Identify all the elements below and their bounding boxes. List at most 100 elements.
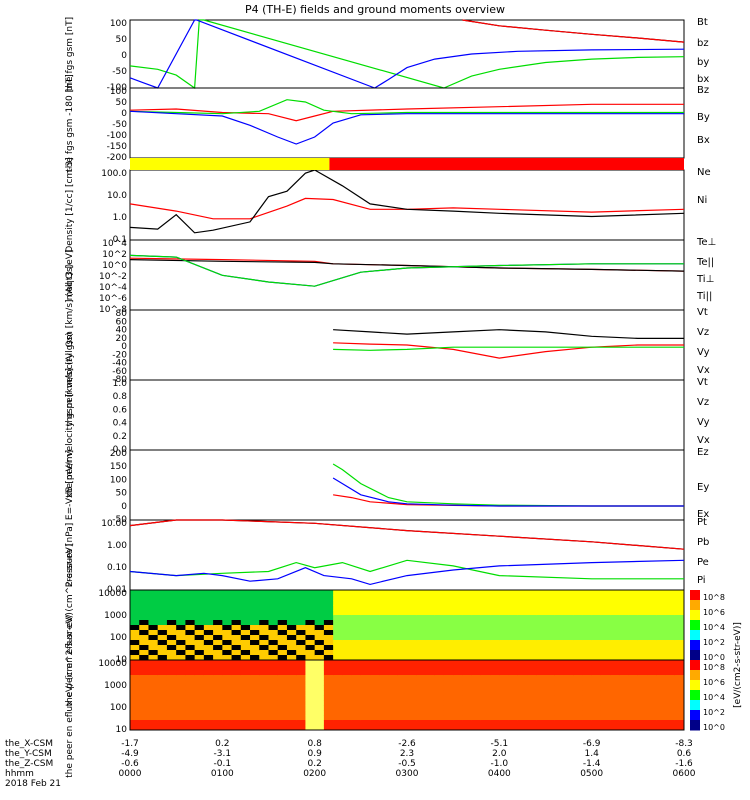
heatmap-cell xyxy=(166,720,177,726)
heatmap-cell xyxy=(536,645,546,651)
heatmap-cell xyxy=(250,655,260,661)
ytick-label: 0.2 xyxy=(113,432,127,442)
heatmap-cell xyxy=(508,640,519,646)
heatmap-cell xyxy=(527,610,537,616)
heatmap-cell xyxy=(563,640,574,646)
xaxis-value: 0.2 xyxy=(308,759,322,769)
heatmap-cell xyxy=(600,665,611,671)
heatmap-cell xyxy=(268,650,279,656)
heatmap-cell xyxy=(628,725,639,731)
heatmap-cell xyxy=(296,625,306,631)
heatmap-cell xyxy=(268,710,279,716)
heatmap-cell xyxy=(148,640,159,646)
heatmap-cell xyxy=(213,620,223,626)
ytick-label: 0 xyxy=(121,109,127,119)
heatmap-cell xyxy=(351,675,362,681)
heatmap-cell xyxy=(286,670,297,676)
heatmap-cell xyxy=(250,645,260,651)
heatmap-cell xyxy=(360,700,371,706)
heatmap-cell xyxy=(416,700,426,706)
heatmap-cell xyxy=(637,600,648,606)
heatmap-cell xyxy=(545,605,556,611)
heatmap-cell xyxy=(370,630,380,636)
heatmap-cell xyxy=(268,655,279,661)
heatmap-cell xyxy=(517,690,528,696)
heatmap-cell xyxy=(600,600,611,606)
heatmap-cell xyxy=(240,590,251,596)
heatmap-cell xyxy=(490,685,500,691)
heatmap-cell xyxy=(453,685,463,691)
heatmap-cell xyxy=(674,700,685,706)
heatmap-cell xyxy=(130,670,140,676)
heatmap-cell xyxy=(139,690,149,696)
heatmap-cell xyxy=(647,650,657,656)
heatmap-cell xyxy=(471,670,482,676)
heatmap-cell xyxy=(480,675,491,681)
heatmap-cell xyxy=(388,625,399,631)
heatmap-cell xyxy=(407,670,417,676)
heatmap-cell xyxy=(148,675,159,681)
heatmap-cell xyxy=(425,625,436,631)
heatmap-cell xyxy=(360,675,371,681)
heatmap-cell xyxy=(286,695,297,701)
heatmap-cell xyxy=(360,715,371,721)
heatmap-cell xyxy=(370,715,380,721)
heatmap-cell xyxy=(665,610,676,616)
heatmap-cell xyxy=(462,615,473,621)
heatmap-cell xyxy=(305,725,316,731)
legend-Vz: Vz xyxy=(697,397,709,408)
heatmap-cell xyxy=(213,675,223,681)
heatmap-cell xyxy=(443,685,454,691)
heatmap-cell xyxy=(619,610,630,616)
heatmap-cell xyxy=(379,660,390,666)
heatmap-cell xyxy=(656,645,667,651)
heatmap-cell xyxy=(323,675,334,681)
heatmap-cell xyxy=(305,715,316,721)
heatmap-cell xyxy=(582,690,593,696)
heatmap-cell xyxy=(443,725,454,731)
heatmap-cell xyxy=(545,715,556,721)
heatmap-cell xyxy=(656,700,667,706)
heatmap-cell xyxy=(425,595,436,601)
heatmap-cell xyxy=(323,600,334,606)
heatmap-cell xyxy=(351,710,362,716)
heatmap-cell xyxy=(250,675,260,681)
heatmap-cell xyxy=(443,630,454,636)
heatmap-cell xyxy=(554,605,565,611)
heatmap-cell xyxy=(379,680,390,686)
heatmap-cell xyxy=(379,670,390,676)
heatmap-cell xyxy=(157,635,168,641)
heatmap-cell xyxy=(379,710,390,716)
heatmap-cell xyxy=(314,600,325,606)
heatmap-cell xyxy=(323,620,334,626)
heatmap-cell xyxy=(527,590,537,596)
ytick-label: 40 xyxy=(116,326,128,336)
heatmap-cell xyxy=(166,695,177,701)
heatmap-cell xyxy=(130,725,140,731)
heatmap-cell xyxy=(370,625,380,631)
heatmap-cell xyxy=(213,710,223,716)
heatmap-cell xyxy=(139,660,149,666)
heatmap-cell xyxy=(176,725,186,731)
heatmap-cell xyxy=(314,655,325,661)
series-line-By xyxy=(129,99,684,115)
xaxis-value: 0600 xyxy=(673,769,696,779)
heatmap-cell xyxy=(203,650,214,656)
heatmap-cell xyxy=(222,590,233,596)
heatmap-cell xyxy=(554,710,565,716)
heatmap-cell xyxy=(628,655,639,661)
ylabel: the peer velocity gsm [km/s] (All Qs) xyxy=(65,332,75,497)
heatmap-cell xyxy=(130,705,140,711)
heatmap-cell xyxy=(203,625,214,631)
heatmap-cell xyxy=(674,710,685,716)
heatmap-cell xyxy=(416,615,426,621)
heatmap-cell xyxy=(194,690,205,696)
heatmap-cell xyxy=(499,660,510,666)
heatmap-cell xyxy=(250,665,260,671)
heatmap-cell xyxy=(286,640,297,646)
heatmap-cell xyxy=(453,645,463,651)
heatmap-cell xyxy=(591,715,602,721)
heatmap-cell xyxy=(176,700,186,706)
heatmap-cell xyxy=(647,610,657,616)
heatmap-cell xyxy=(397,680,408,686)
